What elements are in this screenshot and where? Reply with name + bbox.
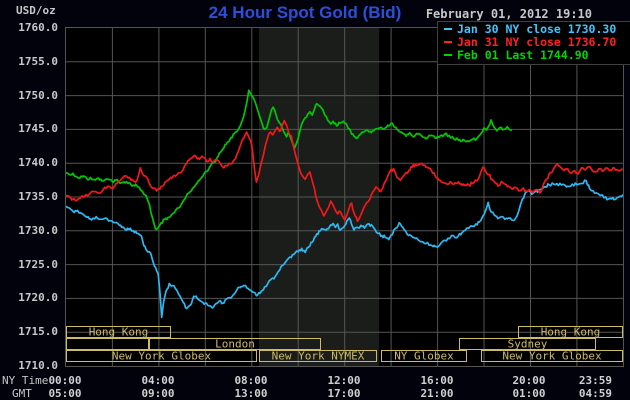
session-box xyxy=(149,338,321,350)
session-label: London xyxy=(215,338,255,351)
x-tick-ny: 08:00 xyxy=(234,374,268,387)
y-axis-unit-label: USD/oz xyxy=(16,4,56,17)
session-box xyxy=(259,350,377,362)
session-box xyxy=(518,326,623,338)
legend-label: Feb 01 Last 1744.90 xyxy=(457,48,589,62)
legend-item-jan30: Jan 30 NY close 1730.30 xyxy=(444,23,630,36)
x-tick-ny: 12:00 xyxy=(327,374,361,387)
y-tick-label: 1735.0 xyxy=(18,190,58,203)
y-tick-label: 1730.0 xyxy=(18,224,58,237)
chart-timestamp: February 01, 2012 19:10 xyxy=(425,7,592,21)
x-tick-gmt: 13:00 xyxy=(234,387,268,400)
y-tick-label: 1760.0 xyxy=(18,21,58,34)
y-tick-label: 1740.0 xyxy=(18,156,58,169)
legend-item-feb01: Feb 01 Last 1744.90 xyxy=(444,49,630,62)
session-label: Hong Kong xyxy=(541,326,601,339)
x-tick-ny: 16:00 xyxy=(420,374,454,387)
x-tick-ny: 23:59 xyxy=(578,374,612,387)
chart-plot-area: Hong Kong Hong Kong London Sydney New York G… xyxy=(65,27,624,367)
ny-time-axis-caption: NY Time xyxy=(2,374,49,387)
x-tick-ny: 20:00 xyxy=(512,374,546,387)
gmt-axis-caption: GMT xyxy=(12,387,32,400)
legend-dash-icon xyxy=(444,53,452,56)
jan30-line xyxy=(66,179,623,319)
session-box xyxy=(459,338,596,350)
x-tick-gmt: 09:00 xyxy=(141,387,175,400)
x-tick-ny: 04:00 xyxy=(141,374,175,387)
x-tick-ny: 00:00 xyxy=(48,374,82,387)
y-tick-label: 1715.0 xyxy=(18,325,58,338)
y-tick-label: 1745.0 xyxy=(18,122,58,135)
session-label: Hong Kong xyxy=(89,326,149,339)
y-tick-label: 1750.0 xyxy=(18,89,58,102)
page-title: 24 Hour Spot Gold (Bid) xyxy=(208,3,402,22)
session-box xyxy=(481,350,623,362)
legend-dash-icon xyxy=(444,40,452,43)
legend-item-jan31: Jan 31 NY close 1736.70 xyxy=(444,36,630,49)
legend-box: Jan 30 NY close 1730.30 Jan 31 NY close … xyxy=(437,21,630,65)
x-tick-gmt: 04:59 xyxy=(578,387,612,400)
legend-label: Jan 31 NY close 1736.70 xyxy=(457,35,617,49)
legend-dash-icon xyxy=(444,27,452,30)
session-box xyxy=(66,338,149,350)
session-box xyxy=(66,326,171,338)
y-tick-label: 1720.0 xyxy=(18,291,58,304)
jan31-line xyxy=(66,119,623,223)
session-label: Sydney xyxy=(508,338,548,351)
x-tick-gmt: 05:00 xyxy=(48,387,82,400)
session-label: NY Globex xyxy=(394,350,454,363)
session-label: New York Globex xyxy=(112,350,212,363)
y-tick-label: 1725.0 xyxy=(18,258,58,271)
session-label: New York NYMEX xyxy=(272,350,365,363)
x-tick-gmt: 01:00 xyxy=(512,387,546,400)
session-box xyxy=(381,350,467,362)
y-tick-label: 1755.0 xyxy=(18,55,58,68)
y-tick-label: 1710.0 xyxy=(18,359,58,372)
session-label: New York Globex xyxy=(502,350,602,363)
legend-label: Jan 30 NY close 1730.30 xyxy=(457,22,617,36)
feb01-line xyxy=(66,89,513,231)
session-box xyxy=(66,350,257,362)
x-tick-gmt: 21:00 xyxy=(420,387,454,400)
x-tick-gmt: 17:00 xyxy=(327,387,361,400)
